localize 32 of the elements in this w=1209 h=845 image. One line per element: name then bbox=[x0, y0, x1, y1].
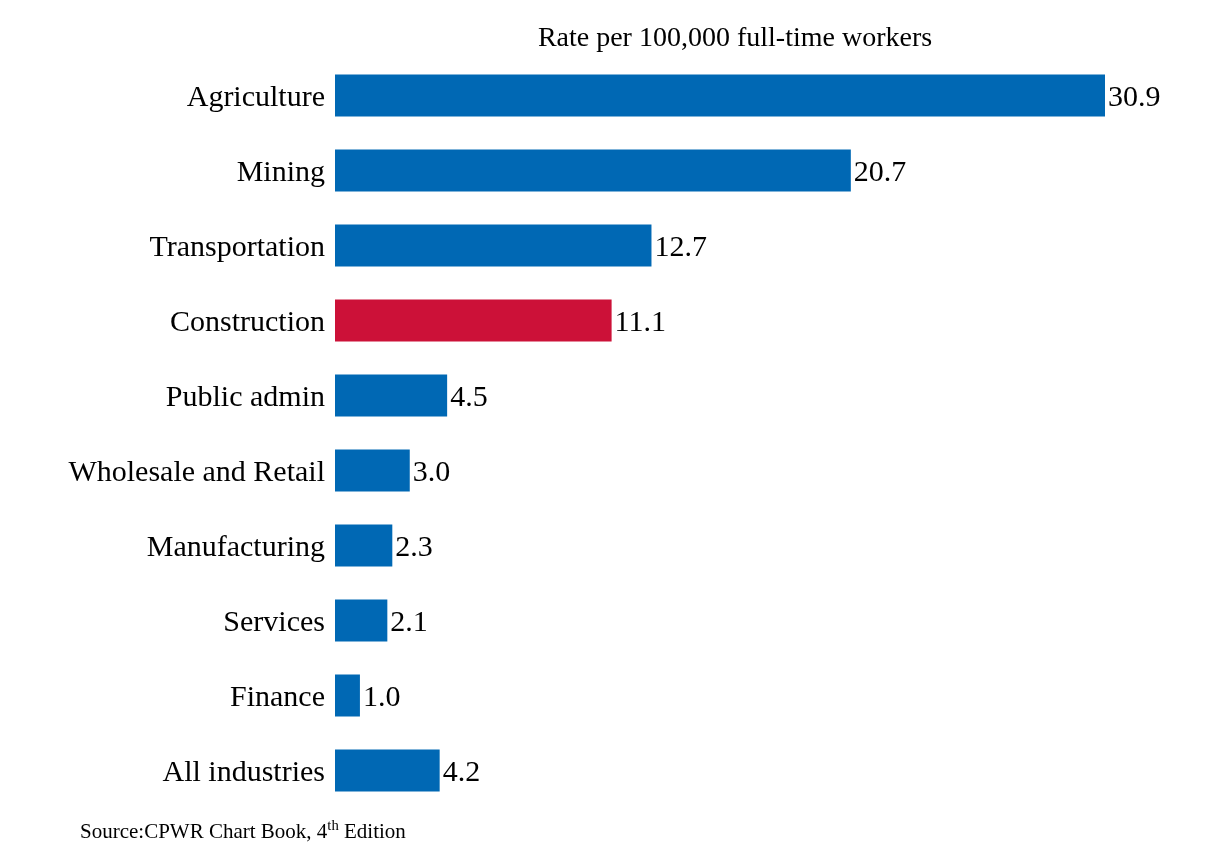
bar bbox=[335, 599, 388, 642]
bar bbox=[335, 149, 851, 192]
data-label: 1.0 bbox=[362, 679, 401, 712]
data-label: 2.1 bbox=[390, 604, 428, 637]
data-label: 4.5 bbox=[450, 379, 488, 412]
y-tick-label: Transportation bbox=[149, 229, 325, 262]
data-label: 2.3 bbox=[395, 529, 433, 562]
y-tick-label: All industries bbox=[162, 754, 325, 787]
y-tick-label: Manufacturing bbox=[146, 529, 325, 562]
bar bbox=[335, 374, 448, 417]
y-tick-label: Services bbox=[223, 604, 325, 637]
data-label: 20.7 bbox=[853, 154, 907, 187]
y-tick-label: Public admin bbox=[165, 379, 325, 412]
bar bbox=[335, 524, 393, 567]
y-tick-label: Agriculture bbox=[186, 79, 325, 112]
data-label: 4.2 bbox=[442, 754, 481, 787]
bar bbox=[335, 74, 1105, 117]
bar bbox=[335, 674, 360, 717]
y-tick-label: Mining bbox=[236, 154, 325, 187]
y-tick-label: Finance bbox=[230, 679, 325, 712]
source-note: Source:CPWR Chart Book, 4$^{th}$ Edition bbox=[80, 817, 407, 843]
bar bbox=[335, 299, 612, 342]
chart-title: Rate per 100,000 full-time workers bbox=[537, 21, 933, 52]
data-label: 12.7 bbox=[654, 229, 707, 262]
y-tick-label: Construction bbox=[170, 304, 325, 337]
y-tick-label: Wholesale and Retail bbox=[68, 454, 325, 487]
data-label: 11.1 bbox=[614, 304, 666, 337]
data-label: 30.9 bbox=[1108, 79, 1161, 112]
bar bbox=[335, 749, 440, 792]
bar bbox=[335, 224, 652, 267]
bar bbox=[335, 449, 410, 492]
data-label: 3.0 bbox=[412, 454, 451, 487]
